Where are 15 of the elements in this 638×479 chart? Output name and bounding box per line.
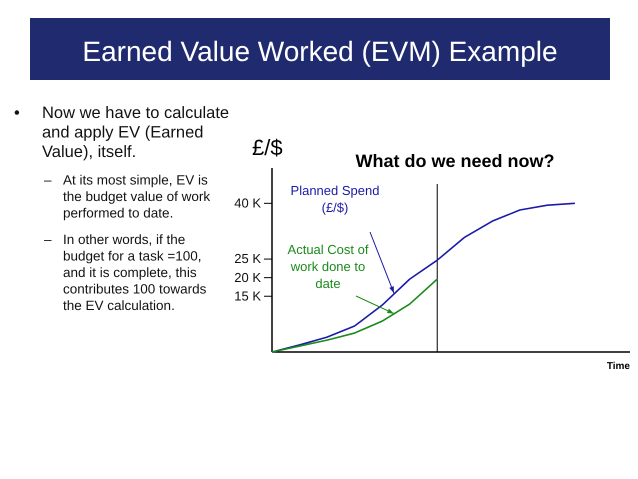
y-tick-label: 15 K bbox=[234, 288, 262, 304]
line-series bbox=[271, 278, 438, 353]
text: – In other words, if the budget for a task =100, and it is complete, this contributes 100 towards the EV calculation. bbox=[44, 232, 207, 313]
y-tick-label: 25 K bbox=[234, 251, 262, 266]
text: Planned Spend (£/$) bbox=[290, 183, 380, 215]
text: Actual Cost of work done to date bbox=[288, 242, 369, 291]
chart-title: Earned Value Worked (EVM) Example bbox=[82, 36, 558, 67]
y-tick-label: 40 K bbox=[234, 195, 262, 210]
text: – At its most simple, EV is the budget value of work performed to date. bbox=[44, 172, 210, 220]
y-tick-label: 20 K bbox=[234, 270, 262, 285]
x-axis-title: Time bbox=[606, 361, 630, 372]
line-series bbox=[271, 202, 576, 353]
text: • Now we have to calculate and apply EV (Earned Value), itself. bbox=[14, 104, 230, 161]
y-axis-title: £/$ bbox=[252, 135, 283, 160]
chart-subtitle: What do we need now? bbox=[356, 151, 554, 171]
